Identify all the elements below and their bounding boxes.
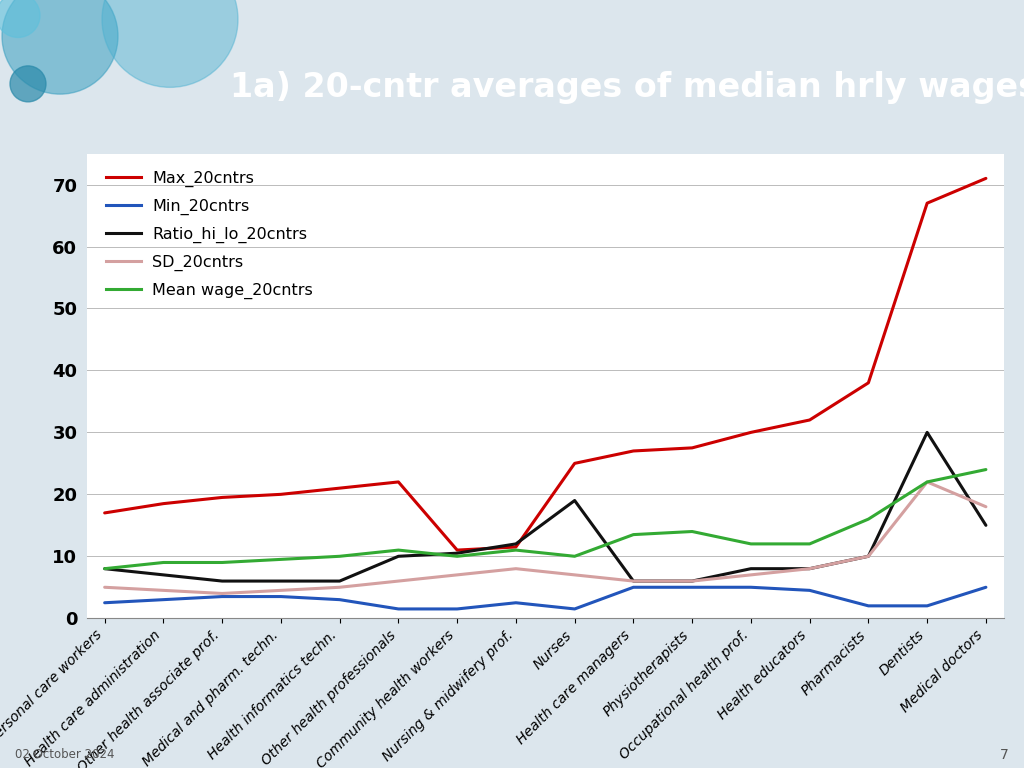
Circle shape xyxy=(10,66,46,102)
Text: 1a) 20-cntr averages of median hrly wages in 16 occs: 1a) 20-cntr averages of median hrly wage… xyxy=(230,71,1024,104)
Legend: Max_20cntrs, Min_20cntrs, Ratio_hi_lo_20cntrs, SD_20cntrs, Mean wage_20cntrs: Max_20cntrs, Min_20cntrs, Ratio_hi_lo_20… xyxy=(99,164,319,306)
Circle shape xyxy=(2,0,118,94)
Text: 7: 7 xyxy=(999,747,1009,762)
Circle shape xyxy=(0,0,40,38)
Text: 02 October 2024: 02 October 2024 xyxy=(15,748,115,761)
Circle shape xyxy=(102,0,238,88)
